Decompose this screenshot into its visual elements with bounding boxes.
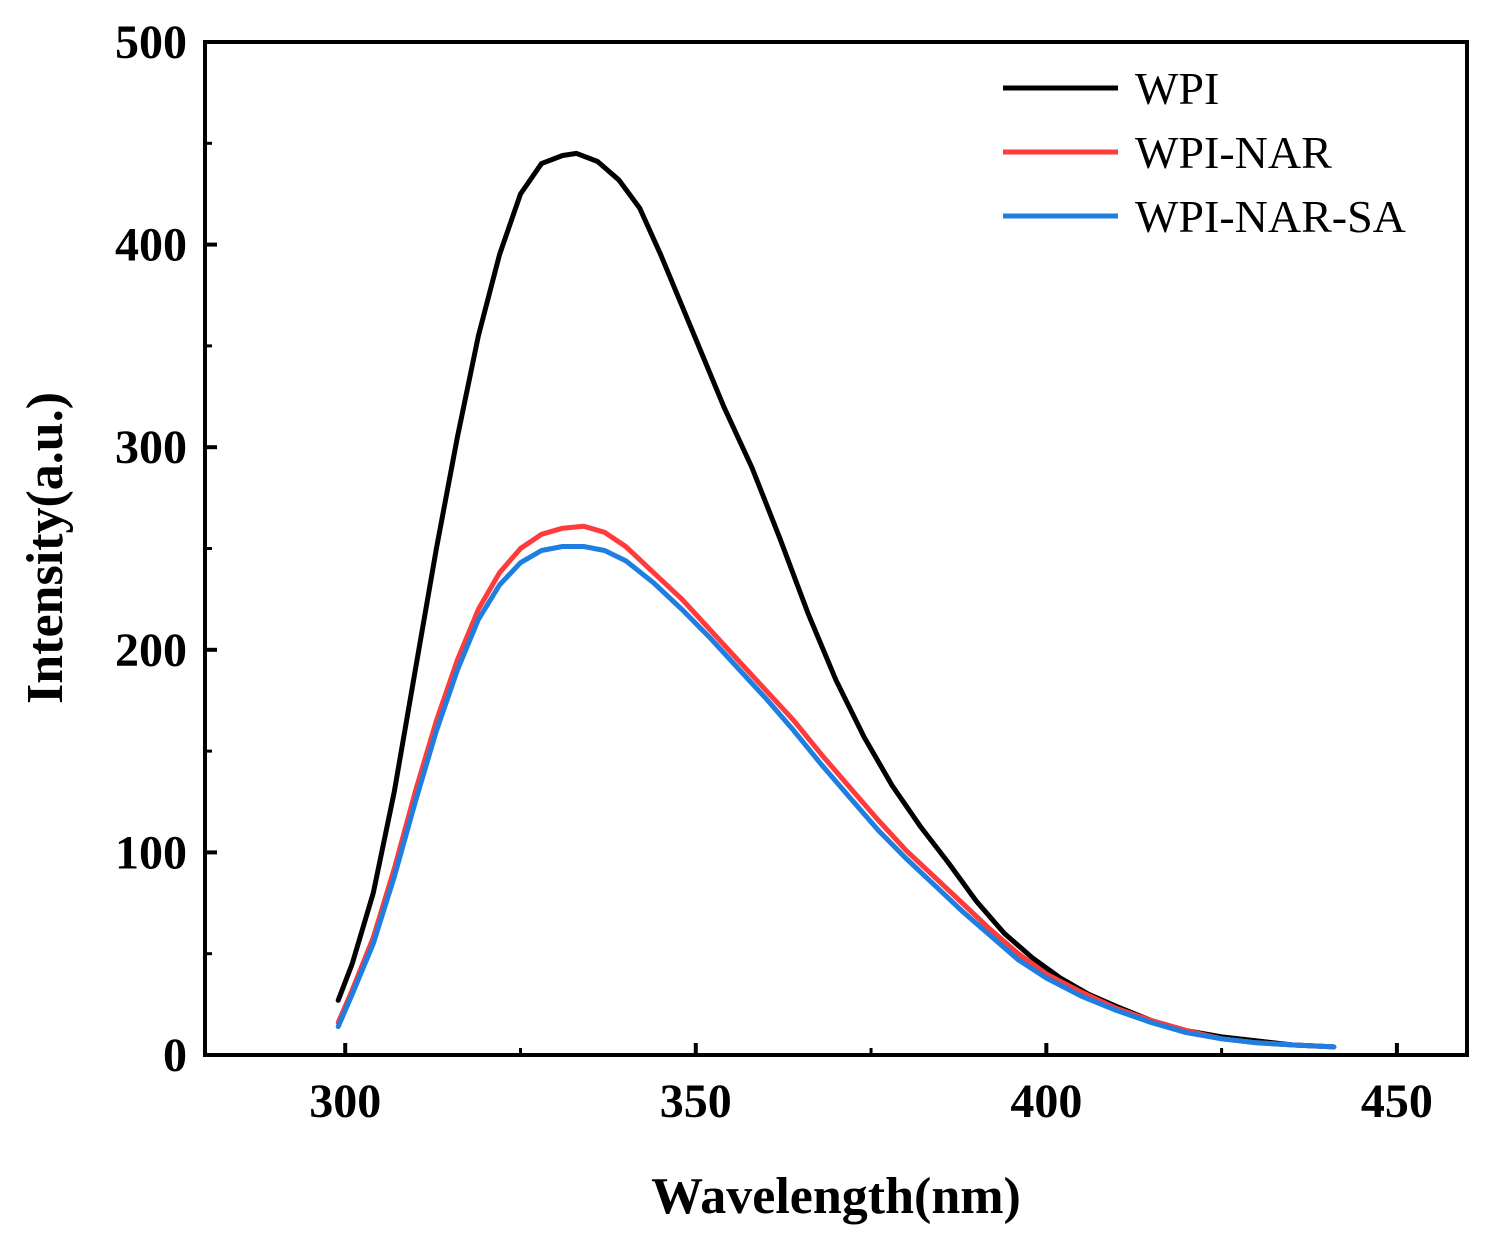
y-tick-label: 500 [115,16,187,69]
y-tick-label: 200 [115,624,187,677]
legend-label-2: WPI-NAR-SA [1135,191,1406,242]
x-axis-title: Wavelength(nm) [651,1168,1021,1225]
legend: WPI WPI-NAR WPI-NAR-SA [1003,63,1406,242]
y-tick-label: 300 [115,421,187,474]
axis-tick-labels: 300 350 400 450 0 100 200 300 400 500 [115,16,1433,1128]
y-tick-label: 0 [163,1029,187,1082]
y-axis-title: Intensity(a.u.) [17,392,74,704]
series-line-2 [335,544,1337,1050]
legend-label-0: WPI [1135,63,1219,114]
axis-ticks [205,40,1399,1057]
legend-label-1: WPI-NAR [1135,127,1332,178]
x-tick-label: 400 [1010,1075,1082,1128]
x-tick-label: 350 [660,1075,732,1128]
y-tick-label: 400 [115,219,187,272]
x-tick-label: 450 [1361,1075,1433,1128]
series-lines [335,150,1337,1050]
x-tick-label: 300 [309,1075,381,1128]
y-tick-label: 100 [115,826,187,879]
